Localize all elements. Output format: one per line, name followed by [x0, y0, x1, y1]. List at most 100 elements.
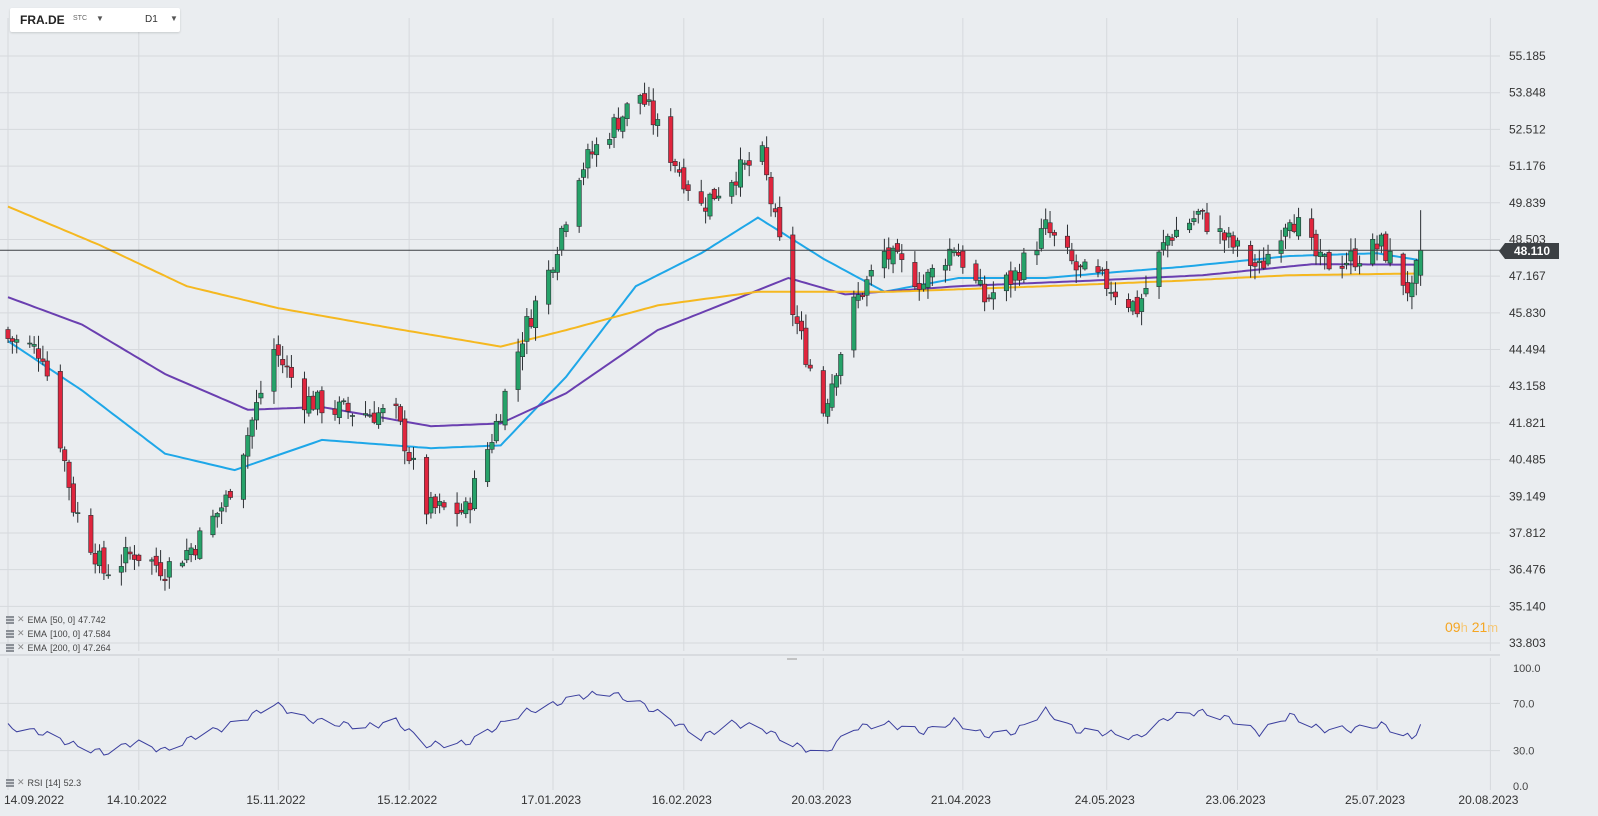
candle-up [14, 334, 20, 354]
candle-body [559, 227, 565, 251]
candle-up [576, 177, 582, 233]
candle-body [990, 292, 996, 300]
candle-down [698, 179, 704, 206]
candle-body [280, 359, 286, 366]
price-tick-label: 41.821 [1509, 416, 1546, 430]
legend-ema200[interactable]: ✕ EMA [200, 0] 47.264 [6, 642, 111, 653]
candle-up [75, 501, 81, 523]
candle-body [1357, 263, 1363, 267]
settings-icon[interactable] [6, 643, 14, 652]
candle-up [977, 268, 983, 287]
candle-up [881, 238, 887, 279]
candle-body [1043, 219, 1049, 229]
candle-down [1200, 208, 1206, 220]
candle-up [223, 490, 229, 513]
candle-body [1130, 301, 1136, 312]
settings-icon[interactable] [6, 778, 14, 787]
candle-body [563, 224, 569, 232]
candle-up [620, 115, 626, 139]
candle-body [916, 283, 922, 290]
legend-params: [100, 0] [50, 628, 81, 639]
settings-icon[interactable] [6, 629, 14, 638]
legend-label: EMA [27, 642, 48, 653]
candle-up [1143, 275, 1149, 297]
timeframe-label[interactable]: D1 [145, 14, 158, 25]
candle-up [585, 143, 591, 179]
candle-body [1169, 237, 1175, 241]
candle-body [794, 316, 800, 324]
candle-up [925, 269, 931, 299]
candle-up [1038, 218, 1044, 252]
legend-rsi[interactable]: ✕ RSI [14] 52.3 [6, 777, 81, 788]
candle-down [650, 88, 656, 135]
legend-ema100[interactable]: ✕ EMA [100, 0] 47.584 [6, 628, 111, 639]
candle-up [942, 258, 948, 283]
candle-body [14, 339, 20, 343]
candle-body [1021, 252, 1027, 280]
candle-body [376, 412, 382, 425]
candle-body [982, 283, 988, 303]
candle-body [371, 412, 377, 423]
symbol-selector[interactable]: FRA.DE STC ▼ D1 ▼ [10, 8, 180, 32]
candle-up [1235, 237, 1241, 257]
candle-down [1374, 235, 1380, 261]
candle-down [275, 335, 281, 367]
candle-body [576, 180, 582, 227]
rsi-tick-label: 30.0 [1513, 746, 1534, 758]
symbol-name[interactable]: FRA.DE [20, 13, 65, 27]
close-icon[interactable]: ✕ [17, 628, 25, 638]
rsi-tick-label: 100.0 [1513, 663, 1541, 675]
candle-down [1204, 202, 1210, 235]
candle-layer [5, 82, 1424, 591]
candle-up [607, 132, 613, 149]
candle-body [88, 515, 94, 553]
date-tick-label: 21.04.2023 [931, 793, 991, 807]
candle-body [1309, 218, 1315, 238]
price-tick-label: 33.803 [1509, 636, 1546, 650]
candle-up [825, 398, 831, 424]
candle-down [973, 259, 979, 284]
timeframe-dropdown-icon[interactable]: ▼ [170, 14, 178, 23]
price-tick-label: 48.503 [1509, 232, 1546, 246]
candle-up [1173, 216, 1179, 239]
candle-body [729, 182, 735, 197]
candle-down [1352, 238, 1358, 271]
candle-down [799, 311, 805, 340]
candle-up [166, 557, 172, 589]
candle-body [886, 247, 892, 260]
candle-body [1378, 234, 1384, 247]
settings-icon[interactable] [6, 615, 14, 624]
price-tick-label: 37.812 [1509, 526, 1546, 540]
candle-body [301, 378, 307, 411]
close-icon[interactable]: ✕ [17, 614, 25, 624]
candle-down [1095, 259, 1101, 278]
candle-body [179, 562, 185, 567]
candle-down [685, 180, 691, 201]
candle-up [594, 137, 600, 167]
candle-body [1012, 270, 1018, 281]
legend-ema50[interactable]: ✕ EMA [50, 0] 47.742 [6, 614, 106, 625]
candle-body [458, 509, 464, 513]
candle-down [1248, 240, 1254, 278]
candle-body [1017, 272, 1023, 281]
candle-body [57, 371, 63, 449]
symbol-dropdown-icon[interactable]: ▼ [96, 14, 104, 23]
candle-body [929, 267, 935, 278]
candle-up [1082, 259, 1088, 271]
candle-body [1278, 240, 1284, 254]
candle-body [227, 491, 233, 498]
candle-down [1104, 261, 1110, 297]
candle-down [807, 359, 813, 372]
candle-down [280, 345, 286, 374]
candle-body [275, 344, 281, 356]
close-icon[interactable]: ✕ [17, 777, 25, 787]
candle-body [655, 119, 661, 126]
close-icon[interactable]: ✕ [17, 642, 25, 652]
candle-body [1160, 242, 1166, 251]
candle-up [349, 413, 355, 427]
candle-body [1265, 253, 1271, 265]
candle-body [1047, 222, 1053, 234]
candle-body [188, 547, 194, 555]
